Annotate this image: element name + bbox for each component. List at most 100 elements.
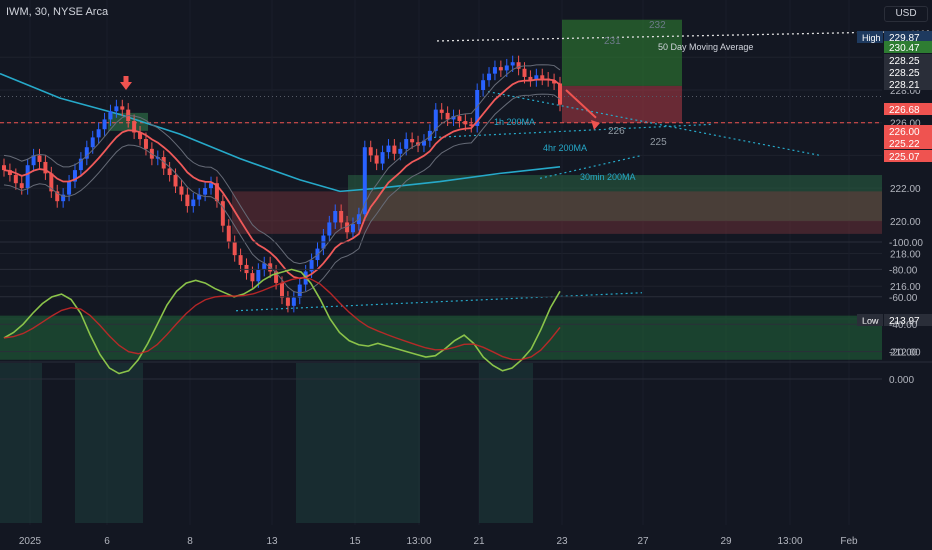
- price-badge-tag: [857, 314, 883, 326]
- projection-arrow: [565, 89, 597, 119]
- y-tick-label: 212.00: [890, 348, 921, 359]
- candle: [451, 116, 456, 120]
- candle: [339, 210, 344, 223]
- candle: [220, 201, 225, 226]
- candle: [410, 139, 415, 143]
- candle: [309, 260, 314, 272]
- price-badge-value: 226.68: [889, 105, 920, 116]
- oscillator-band: [479, 363, 533, 523]
- candle: [2, 165, 6, 171]
- candle: [90, 137, 95, 148]
- candle: [232, 242, 237, 256]
- candle: [238, 255, 243, 265]
- price-badge: [884, 66, 932, 78]
- candle: [374, 155, 379, 164]
- annotation-label: 226: [608, 126, 625, 137]
- annotation-label: 225: [650, 137, 667, 148]
- price-badge-tag-label: High: [862, 33, 881, 43]
- candle: [380, 152, 385, 164]
- candle: [114, 106, 119, 112]
- price-badge-value: 228.21: [889, 80, 920, 91]
- annotation-label: 30min 200MA: [580, 172, 636, 182]
- candle: [55, 191, 60, 202]
- candle: [285, 297, 290, 306]
- price-badge: [884, 54, 932, 66]
- x-tick-label: 13:00: [406, 536, 431, 547]
- price-badge-value: 225.07: [889, 152, 920, 163]
- candle: [362, 147, 367, 215]
- oscillator-signal-line: [3, 268, 561, 375]
- ema-line: [3, 78, 561, 280]
- price-badge: [884, 137, 932, 149]
- candle: [558, 83, 562, 105]
- candle: [492, 67, 497, 74]
- price-badge: [884, 41, 932, 53]
- candle: [516, 62, 521, 69]
- annotation-label: 4hr 200MA: [543, 143, 587, 153]
- y-tick-label: 222.00: [890, 184, 921, 195]
- ema-band-upper: [3, 64, 561, 265]
- candle: [78, 158, 83, 171]
- candle: [327, 222, 332, 236]
- candle: [445, 112, 450, 120]
- candle: [274, 271, 279, 283]
- candle: [102, 119, 107, 130]
- candle: [510, 62, 515, 66]
- candle: [439, 109, 444, 113]
- annotation-label: 50 Day Moving Average: [658, 42, 753, 52]
- candle: [345, 222, 350, 233]
- candle: [197, 194, 202, 200]
- candle: [487, 73, 492, 81]
- y-tick-label: -60.00: [889, 293, 918, 304]
- candle: [72, 170, 77, 182]
- candle: [280, 282, 284, 298]
- candle: [475, 90, 480, 126]
- x-tick-label: 29: [720, 536, 732, 547]
- candle: [398, 148, 403, 154]
- price-badge-value: 228.25: [889, 68, 920, 79]
- price-badge-value: 229.87: [889, 33, 920, 44]
- ema-band-lower: [3, 93, 561, 294]
- candle: [25, 165, 30, 189]
- candle: [552, 80, 557, 84]
- price-badge: [884, 125, 932, 137]
- candle: [49, 173, 54, 192]
- ma200-1h-line: [487, 91, 821, 156]
- oscillator-band: [0, 363, 42, 523]
- candle: [481, 80, 486, 90]
- price-badge: [884, 78, 932, 90]
- y-tick-label: -100.00: [889, 238, 923, 249]
- x-tick-label: 21: [473, 536, 485, 547]
- candle: [179, 186, 184, 195]
- price-badge-value: 226.00: [889, 127, 920, 138]
- y-tick-label: -40.00: [889, 320, 918, 331]
- ma200-4h-line: [433, 123, 713, 139]
- support-trendline: [235, 292, 643, 312]
- candle: [457, 116, 462, 122]
- x-tick-label: 15: [349, 536, 361, 547]
- candle: [43, 161, 48, 174]
- annotation-label: 231: [604, 36, 621, 47]
- candle: [226, 225, 231, 243]
- annotation-label: 232: [649, 20, 666, 31]
- sell-signal-arrow: [120, 82, 132, 90]
- price-badge: [884, 314, 932, 326]
- candle: [534, 75, 539, 81]
- moving-average-line: [0, 72, 561, 193]
- y-tick-label: 228.00: [890, 86, 921, 97]
- candle: [421, 140, 426, 146]
- candle: [522, 68, 527, 77]
- x-tick-label: 13:00: [777, 536, 802, 547]
- candle: [256, 269, 261, 282]
- candle: [528, 76, 533, 81]
- candle: [350, 224, 355, 233]
- candle: [262, 263, 267, 270]
- price-badge: [884, 103, 932, 115]
- y-tick-label: 226.00: [890, 119, 921, 130]
- currency-button[interactable]: USD: [884, 6, 928, 22]
- candle: [463, 121, 468, 125]
- candle: [297, 284, 302, 298]
- candle: [469, 124, 474, 126]
- candle: [67, 181, 72, 195]
